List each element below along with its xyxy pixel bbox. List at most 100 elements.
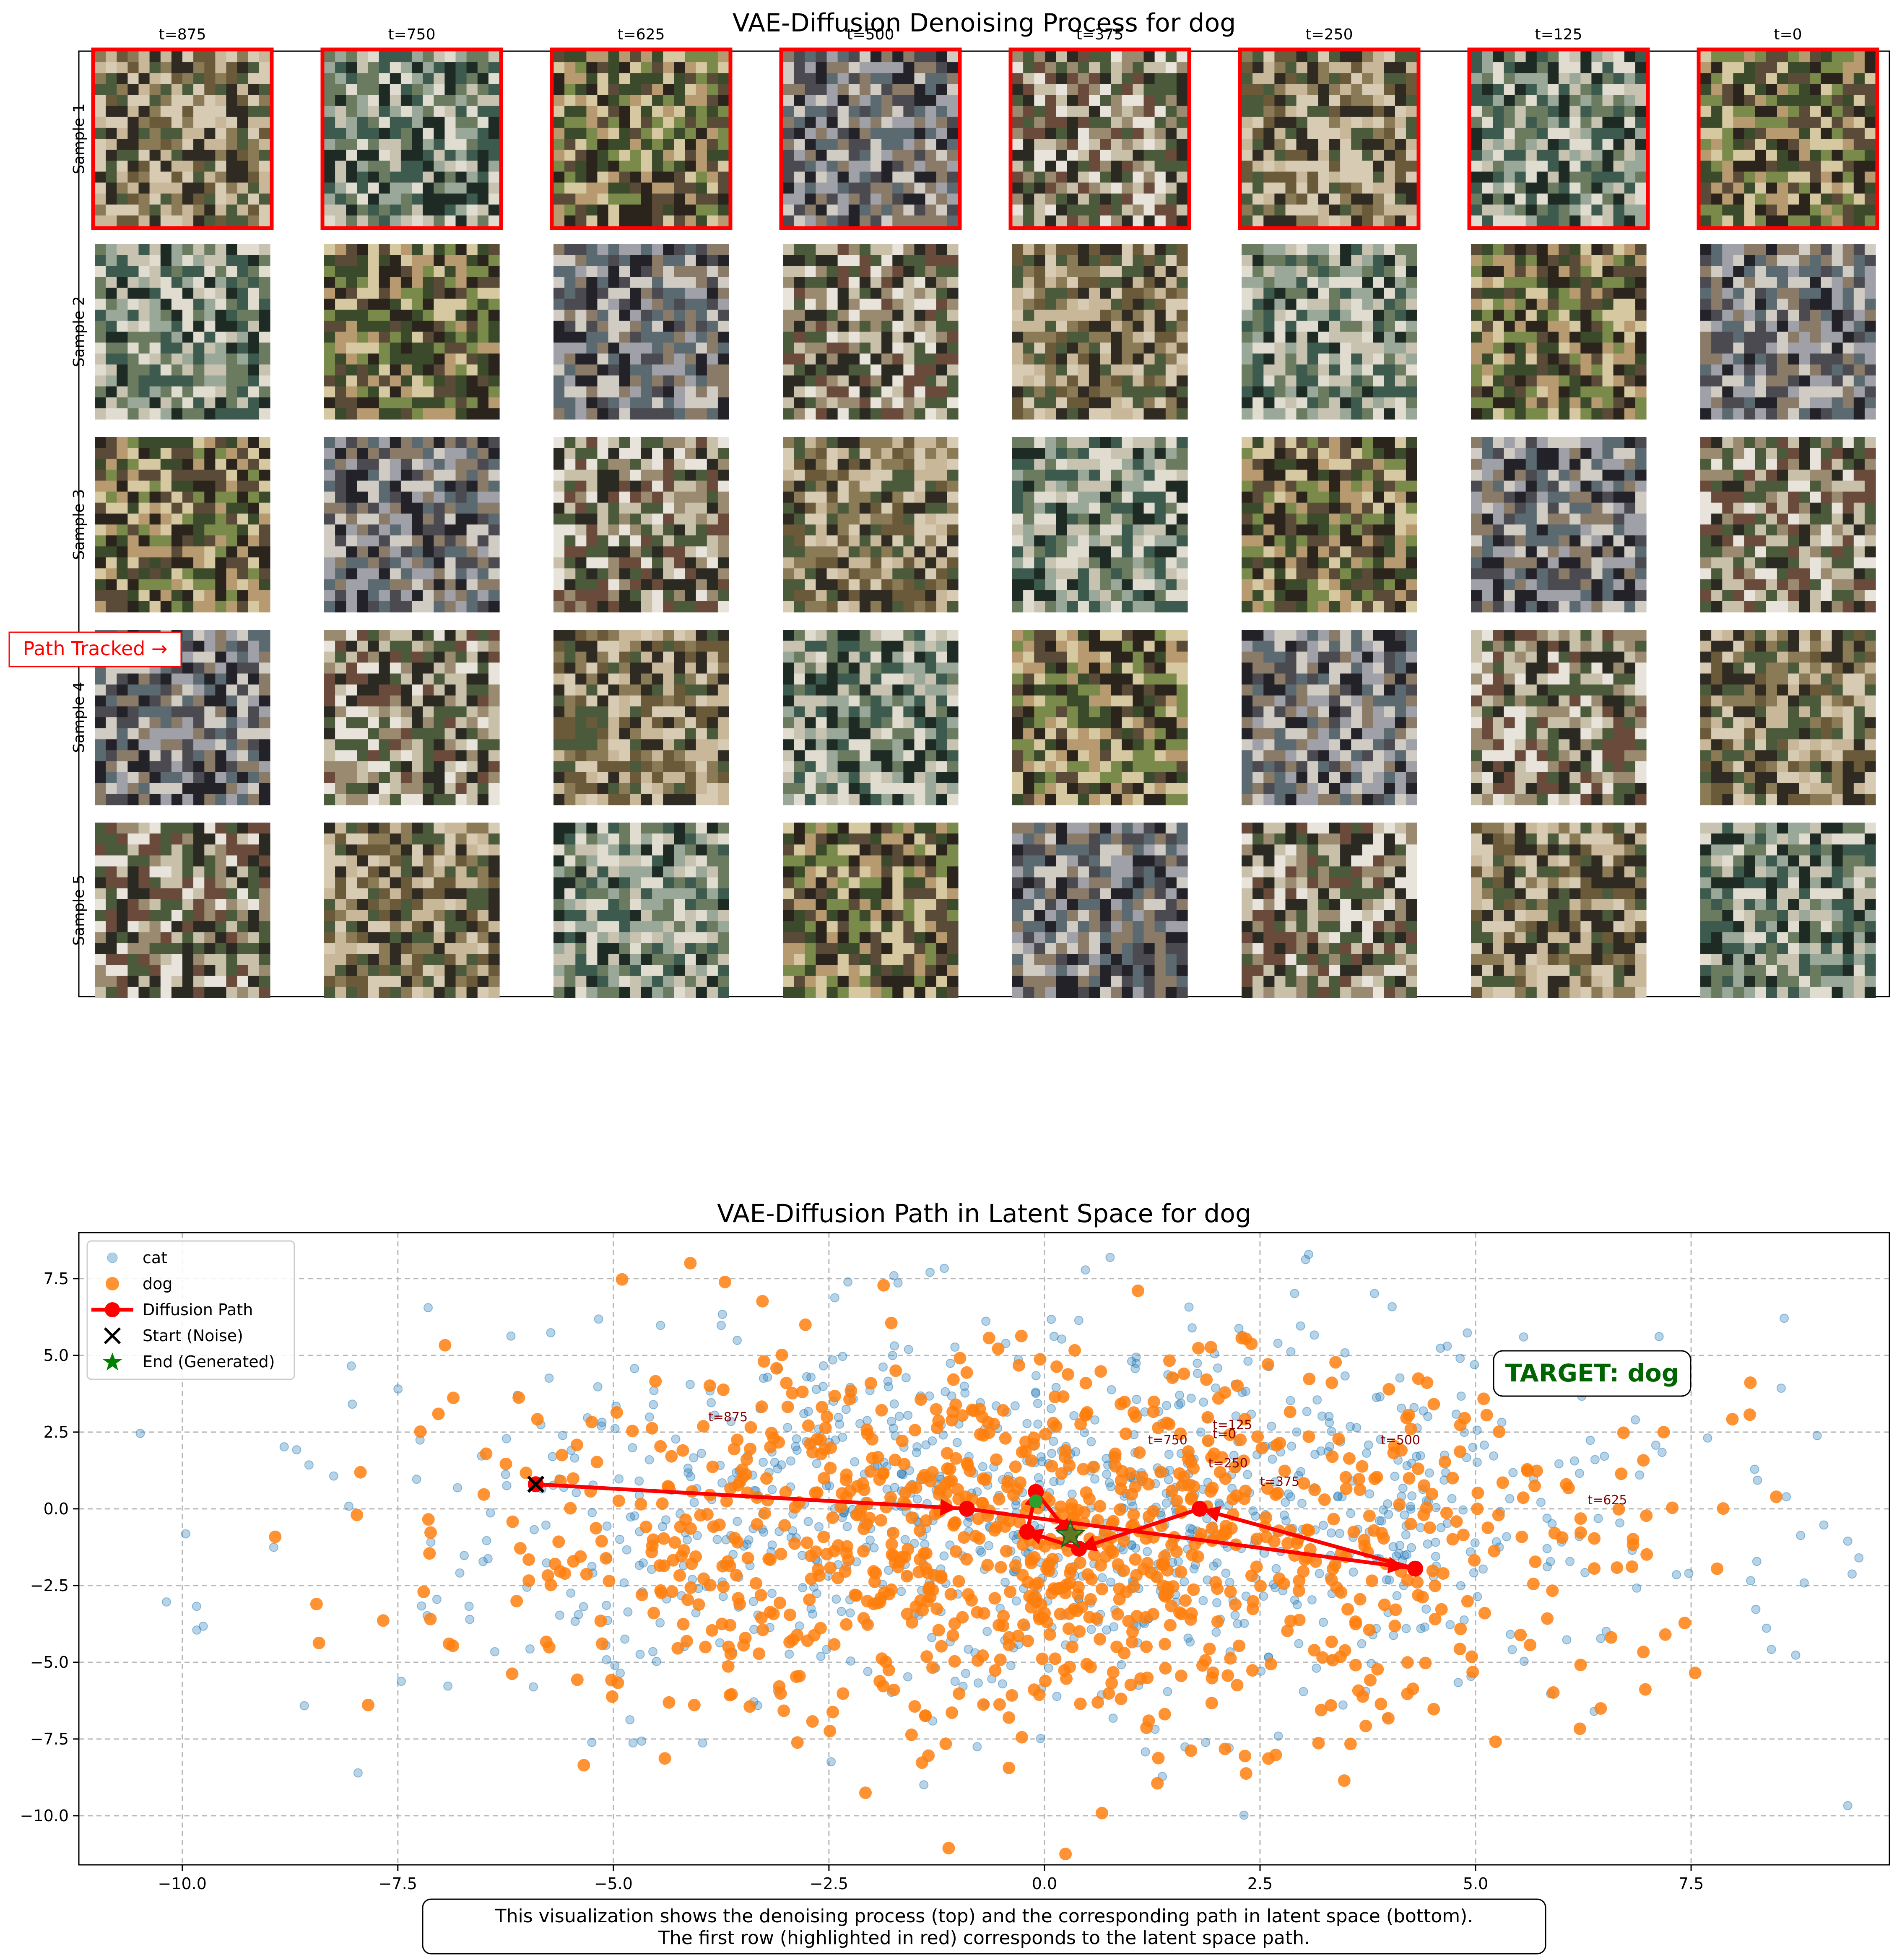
cat-point	[1318, 1521, 1328, 1530]
dog-point	[876, 1652, 889, 1665]
start-marker	[527, 1475, 545, 1493]
column-label: t=125	[1535, 26, 1582, 43]
dog-point	[949, 1516, 962, 1529]
cat-point	[628, 1738, 638, 1748]
cat-point	[763, 1372, 772, 1382]
dog-point	[1437, 1567, 1450, 1580]
dog-point	[1260, 1530, 1273, 1543]
dog-point	[981, 1559, 994, 1572]
dog-point	[993, 1698, 1006, 1711]
dog-point	[571, 1673, 584, 1686]
dog-point	[920, 1650, 933, 1663]
cat-point	[1819, 1520, 1829, 1530]
dog-point	[740, 1453, 753, 1466]
dog-point	[1478, 1607, 1491, 1620]
dog-point	[1166, 1485, 1179, 1497]
dog-point	[882, 1664, 895, 1677]
path-point	[1192, 1501, 1208, 1517]
cat-point	[808, 1609, 818, 1619]
dog-point	[821, 1410, 834, 1423]
cat-point	[1292, 1427, 1302, 1437]
dog-point	[580, 1568, 593, 1581]
dog-point	[1206, 1666, 1219, 1679]
dog-point	[1488, 1545, 1501, 1558]
dog-point	[976, 1497, 989, 1510]
cat-point	[566, 1588, 576, 1598]
cat-point	[1312, 1395, 1322, 1405]
dog-point	[1389, 1603, 1402, 1616]
dog-point	[1450, 1515, 1463, 1528]
cat-point	[465, 1615, 475, 1624]
dog-point	[946, 1629, 959, 1642]
cat-point	[1375, 1392, 1385, 1402]
dog-point	[1458, 1412, 1471, 1425]
cat-point	[597, 1421, 606, 1431]
cat-point	[799, 1409, 809, 1418]
dog-point	[773, 1597, 786, 1610]
legend-cat-label: cat	[143, 1249, 167, 1267]
cat-point	[1384, 1509, 1393, 1519]
dog-point	[654, 1440, 667, 1453]
cat-point	[1049, 1332, 1059, 1341]
cat-point	[1470, 1538, 1480, 1548]
dog-point	[1163, 1354, 1176, 1367]
cat-point	[806, 1373, 816, 1382]
dog-point	[743, 1700, 756, 1713]
dog-point	[948, 1617, 961, 1630]
dog-point	[1009, 1460, 1022, 1473]
dog-point	[1068, 1344, 1081, 1357]
cat-point	[1536, 1498, 1546, 1507]
dog-point	[1112, 1558, 1125, 1571]
cat-point	[541, 1520, 551, 1530]
cat-point	[1554, 1459, 1564, 1469]
cat-point	[1325, 1418, 1334, 1428]
cat-point	[946, 1358, 955, 1368]
dog-point	[1152, 1752, 1165, 1765]
dog-point	[646, 1539, 659, 1552]
dog-point	[1203, 1642, 1216, 1655]
cat-point	[1034, 1473, 1043, 1482]
cat-point	[1302, 1407, 1312, 1416]
dog-point	[424, 1612, 437, 1625]
dog-point	[760, 1472, 773, 1485]
dog-point	[924, 1475, 937, 1488]
dog-point	[1574, 1659, 1587, 1672]
cat-point	[982, 1627, 992, 1636]
dog-point	[839, 1474, 852, 1487]
dog-point	[1341, 1603, 1354, 1616]
dog-point	[1184, 1613, 1197, 1626]
dog-point	[1175, 1669, 1187, 1682]
dog-point	[930, 1602, 943, 1615]
sample-image	[1700, 437, 1876, 613]
column-label: t=875	[159, 26, 206, 43]
dog-point	[824, 1725, 837, 1737]
dog-point	[837, 1687, 850, 1700]
cat-point	[649, 1400, 658, 1410]
cat-point	[1425, 1468, 1434, 1478]
cat-point	[1290, 1595, 1299, 1605]
cat-point	[744, 1535, 754, 1545]
cat-point	[1377, 1516, 1386, 1526]
cat-point	[1542, 1562, 1552, 1571]
cat-point	[816, 1651, 826, 1661]
dog-point	[1375, 1698, 1388, 1711]
dog-point	[1043, 1628, 1056, 1641]
y-axis-ticks: 7.5 5.0 2.5 0.0 −2.5 −5.0 −7.5 −10.0	[20, 1269, 79, 1825]
path-arrow	[1203, 1506, 1222, 1522]
path-step-label: t=750	[1148, 1433, 1187, 1448]
dog-point	[1356, 1460, 1369, 1473]
cat-point	[1423, 1539, 1432, 1549]
cat-point	[837, 1513, 847, 1522]
cat-point	[1402, 1550, 1412, 1560]
dog-point	[1429, 1579, 1442, 1592]
dog-point	[1224, 1652, 1237, 1665]
cat-point	[1310, 1449, 1320, 1459]
dog-point	[945, 1474, 958, 1487]
dog-point	[1626, 1560, 1639, 1573]
cat-point	[1364, 1440, 1373, 1450]
sample-image	[1700, 244, 1876, 420]
dog-point	[947, 1373, 960, 1386]
cat-point	[818, 1361, 828, 1371]
dog-point	[920, 1514, 933, 1527]
dog-point	[1417, 1508, 1430, 1521]
